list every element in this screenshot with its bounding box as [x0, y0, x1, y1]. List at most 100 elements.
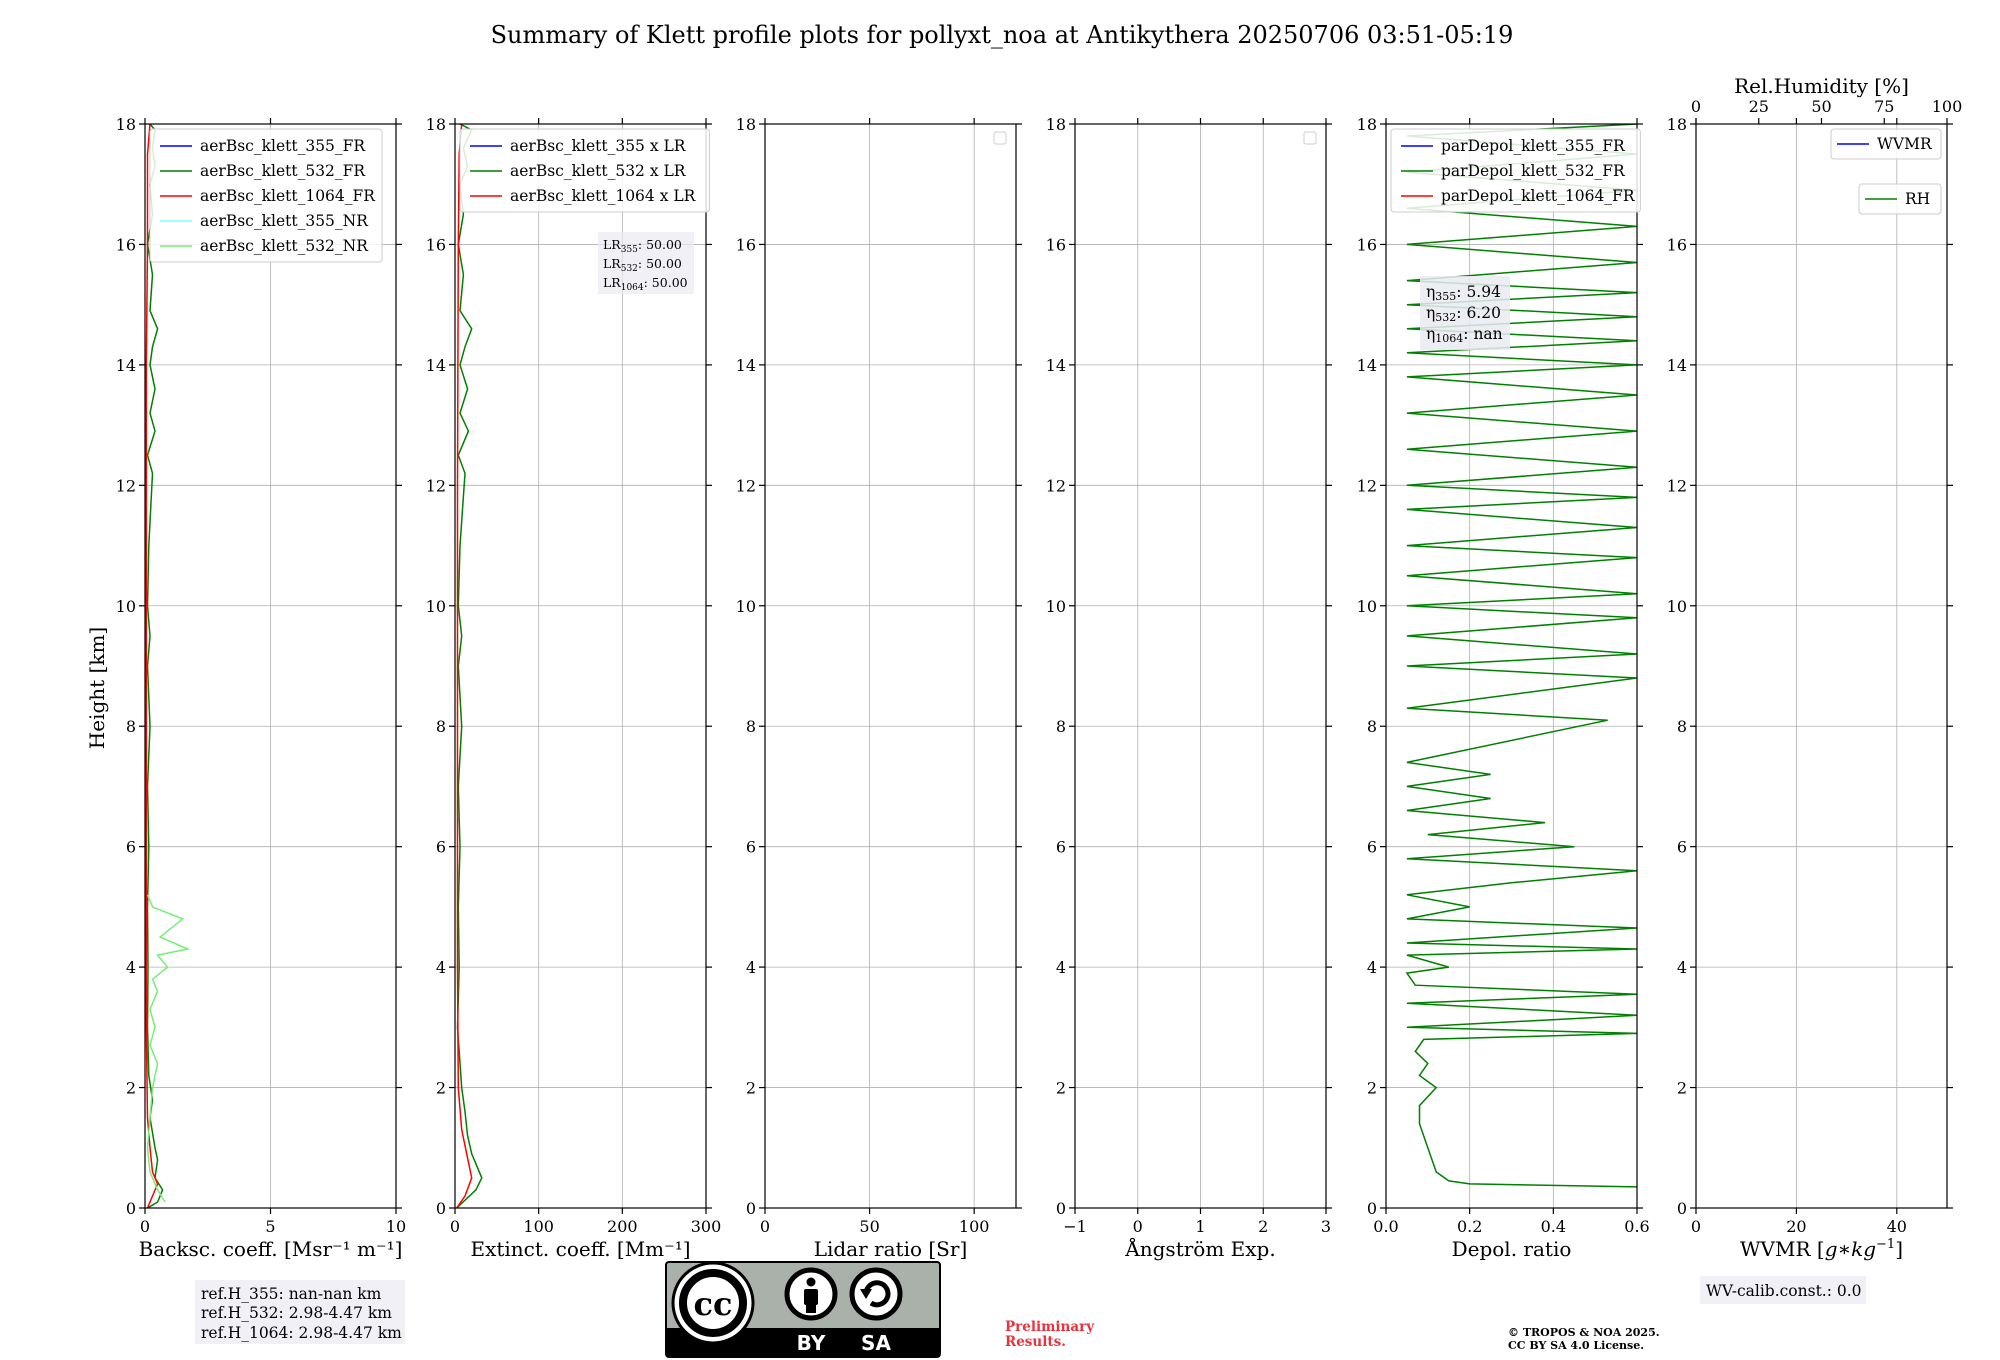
y-tick-label: 6: [126, 838, 136, 857]
y-tick-label: 12: [426, 476, 446, 495]
eta-note-bg: [1420, 276, 1510, 350]
x-tick-label: 300: [691, 1217, 722, 1236]
legend-2: RH: [1858, 183, 1942, 215]
y-tick-label: 16: [736, 235, 756, 254]
legend-frame: [1390, 128, 1641, 213]
eta-note-1064: η1064: nan: [1426, 325, 1503, 345]
x-tick-label: 0: [140, 1217, 150, 1236]
y-tick-label: 12: [736, 476, 756, 495]
x-tick-label: 200: [607, 1217, 638, 1236]
y-tick-label: 8: [1367, 717, 1377, 736]
x-tick-label: 100: [523, 1217, 554, 1236]
plot-frame: [454, 123, 707, 1209]
y-tick-label: 6: [1677, 838, 1687, 857]
y-tick-label: 10: [1046, 597, 1066, 616]
y-tick-label: 2: [436, 1079, 446, 1098]
y-tick-label: 2: [126, 1079, 136, 1098]
legend: [1303, 131, 1317, 145]
y-tick-label: 2: [1367, 1079, 1377, 1098]
x-tick-label: 0: [450, 1217, 460, 1236]
y-tick-label: 18: [1046, 115, 1066, 134]
eta-note-355: η355: 5.94: [1426, 283, 1501, 303]
y-tick-label: 0: [746, 1199, 756, 1218]
y-tick-label: 2: [1677, 1079, 1687, 1098]
y-tick-label: 4: [126, 958, 136, 977]
series-line-3: [145, 124, 159, 1208]
series-line-2: [146, 124, 164, 1208]
legend-label: aerBsc_klett_532 x LR: [510, 162, 687, 180]
y-tick-label: 8: [1056, 717, 1066, 736]
y-tick-label: 6: [1056, 838, 1066, 857]
y-tick-label: 16: [1046, 235, 1066, 254]
y-axis-label: Height [km]: [85, 627, 109, 749]
x2-tick-label: 0: [1691, 97, 1701, 116]
legend-label: WVMR: [1877, 135, 1933, 153]
y-tick-label: 18: [426, 115, 446, 134]
preliminary-label-line2: Results.: [1005, 1334, 1066, 1350]
x2-tick-label: 100: [1932, 97, 1963, 116]
y-tick-label: 4: [1056, 958, 1066, 977]
legend-frame: [459, 128, 710, 213]
plot-frame: [1695, 123, 1948, 1209]
legend-label: parDepol_klett_1064_FR: [1441, 187, 1636, 205]
y-tick-label: 10: [1667, 597, 1687, 616]
legend-label: aerBsc_klett_532_FR: [200, 162, 366, 180]
y-tick-label: 10: [116, 597, 136, 616]
legend-label: aerBsc_klett_355_NR: [200, 212, 369, 230]
legend-empty-box: [1303, 131, 1317, 145]
lr-note-1064: LR1064: 50.00: [603, 275, 688, 293]
x-tick-label: 5: [265, 1217, 275, 1236]
legend-label: aerBsc_klett_1064_FR: [200, 187, 376, 205]
x-tick-label: 0.6: [1624, 1217, 1649, 1236]
svg-text:cc: cc: [694, 1285, 733, 1323]
reference-height-note: ref.H_355: nan-nan km ref.H_532: 2.98-4.…: [195, 1280, 405, 1344]
y-tick-label: 14: [1046, 356, 1066, 375]
y-tick-label: 0: [436, 1199, 446, 1218]
x-tick-label: 1: [1195, 1217, 1205, 1236]
x-axis-label: Backsc. coeff. [Msr⁻¹ m⁻¹]: [139, 1237, 403, 1261]
legend-frame: [1830, 128, 1942, 160]
copyright-line1: © TROPOS & NOA 2025.: [1508, 1326, 1660, 1339]
lr-note-bg: [598, 232, 694, 294]
x-tick-label: 0: [760, 1217, 770, 1236]
y-tick-label: 16: [1667, 235, 1687, 254]
ref-h-355: ref.H_355: nan-nan km: [201, 1285, 382, 1303]
y-tick-label: 8: [1677, 717, 1687, 736]
y-tick-label: 0: [1056, 1199, 1066, 1218]
legend-1: WVMR: [1830, 128, 1942, 160]
x-tick-label: 20: [1786, 1217, 1806, 1236]
y-tick-label: 18: [1357, 115, 1377, 134]
y-tick-label: 2: [1056, 1079, 1066, 1098]
y-tick-label: 8: [436, 717, 446, 736]
x-tick-label: 0: [1133, 1217, 1143, 1236]
x-tick-label: 50: [859, 1217, 879, 1236]
subplot-5: 0 2 4 6 8 10 12 14 16 18 0.0 0.2 0.4 0.6 Depol. ratio p…: [1357, 115, 1650, 1261]
legend-label: parDepol_klett_532_FR: [1441, 162, 1626, 180]
ref-h-1064: ref.H_1064: 2.98-4.47 km: [201, 1324, 402, 1342]
x-tick-label: 0: [1691, 1217, 1701, 1236]
y-tick-label: 14: [116, 356, 136, 375]
legend-label: aerBsc_klett_355 x LR: [510, 137, 687, 155]
badge-sa-label: SA: [861, 1331, 891, 1355]
wv-calib-note: WV-calib.const.: 0.0: [1700, 1276, 1866, 1304]
cc-logo-icon: cc: [671, 1261, 755, 1345]
y-tick-label: 10: [426, 597, 446, 616]
legend-label: aerBsc_klett_355_FR: [200, 137, 366, 155]
y-tick-label: 4: [1367, 958, 1377, 977]
y-tick-label: 0: [1367, 1199, 1377, 1218]
share-alike-icon: [849, 1267, 903, 1321]
y-tick-label: 16: [116, 235, 136, 254]
y-tick-label: 12: [1357, 476, 1377, 495]
attribution-icon: [784, 1267, 838, 1321]
lr-note-355: LR355: 50.00: [603, 237, 682, 255]
figure-title: Summary of Klett profile plots for polly…: [491, 21, 1514, 49]
y-tick-label: 12: [1046, 476, 1066, 495]
y-tick-label: 16: [426, 235, 446, 254]
y-tick-label: 6: [436, 838, 446, 857]
legend-label: aerBsc_klett_532_NR: [200, 237, 369, 255]
